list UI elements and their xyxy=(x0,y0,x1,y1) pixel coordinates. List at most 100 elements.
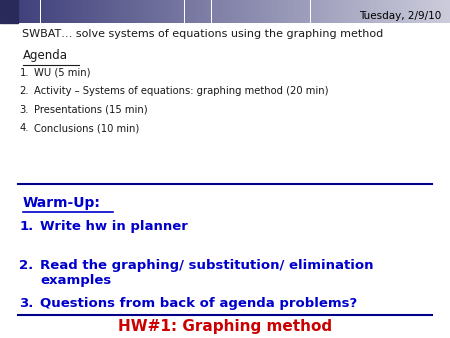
Bar xyxy=(38,0,40,23)
Bar xyxy=(94,0,97,23)
Bar xyxy=(369,0,371,23)
Bar xyxy=(115,0,117,23)
Bar xyxy=(250,0,252,23)
Text: SWBAT… solve systems of equations using the graphing method: SWBAT… solve systems of equations using … xyxy=(22,29,384,39)
Bar xyxy=(290,0,292,23)
Bar xyxy=(266,0,268,23)
Bar xyxy=(284,0,286,23)
Bar xyxy=(248,0,250,23)
Bar xyxy=(436,0,439,23)
Bar xyxy=(47,0,50,23)
Bar xyxy=(218,0,220,23)
Text: Activity – Systems of equations: graphing method (20 min): Activity – Systems of equations: graphin… xyxy=(34,86,328,96)
Bar xyxy=(342,0,344,23)
Bar xyxy=(0,0,2,23)
Bar xyxy=(124,0,126,23)
Bar xyxy=(333,0,335,23)
Bar xyxy=(371,0,374,23)
Bar xyxy=(97,0,99,23)
Bar xyxy=(344,0,346,23)
Bar xyxy=(209,0,211,23)
Bar xyxy=(358,0,360,23)
Bar xyxy=(313,0,315,23)
Bar xyxy=(328,0,331,23)
Text: 4.: 4. xyxy=(20,123,29,134)
Bar xyxy=(25,0,27,23)
Bar xyxy=(0,0,18,23)
Bar xyxy=(434,0,436,23)
Bar xyxy=(376,0,378,23)
Bar xyxy=(394,0,396,23)
Bar xyxy=(50,0,52,23)
Text: 2.: 2. xyxy=(20,86,29,96)
Bar xyxy=(160,0,162,23)
Bar xyxy=(187,0,189,23)
Bar xyxy=(414,0,416,23)
Bar xyxy=(148,0,151,23)
Text: WU (5 min): WU (5 min) xyxy=(34,68,90,78)
Bar xyxy=(169,0,171,23)
Bar xyxy=(353,0,356,23)
Bar xyxy=(52,0,54,23)
Bar xyxy=(104,0,106,23)
Bar xyxy=(162,0,164,23)
Bar xyxy=(279,0,281,23)
Bar xyxy=(448,0,450,23)
Bar xyxy=(310,0,313,23)
Bar xyxy=(418,0,421,23)
Bar xyxy=(320,0,322,23)
Bar xyxy=(385,0,387,23)
Bar xyxy=(16,0,18,23)
Bar xyxy=(274,0,277,23)
Bar xyxy=(286,0,288,23)
Bar xyxy=(288,0,290,23)
Bar xyxy=(182,0,184,23)
Bar xyxy=(86,0,88,23)
Bar xyxy=(416,0,418,23)
Bar xyxy=(364,0,367,23)
Bar xyxy=(362,0,364,23)
Bar xyxy=(205,0,207,23)
Bar xyxy=(20,0,22,23)
Bar xyxy=(396,0,398,23)
Bar xyxy=(346,0,349,23)
Bar xyxy=(4,0,7,23)
Bar xyxy=(292,0,295,23)
Bar xyxy=(374,0,376,23)
Bar xyxy=(297,0,299,23)
Text: Questions from back of agenda problems?: Questions from back of agenda problems? xyxy=(40,297,358,310)
Bar xyxy=(425,0,428,23)
Text: Read the graphing/ substitution/ elimination
examples: Read the graphing/ substitution/ elimina… xyxy=(40,259,374,287)
Bar xyxy=(90,0,92,23)
Bar xyxy=(158,0,160,23)
Bar xyxy=(243,0,245,23)
Bar xyxy=(322,0,324,23)
Text: Tuesday, 2/9/10: Tuesday, 2/9/10 xyxy=(359,11,441,21)
Bar xyxy=(407,0,410,23)
Bar xyxy=(200,0,202,23)
Bar xyxy=(83,0,86,23)
Bar xyxy=(29,0,32,23)
Text: 3.: 3. xyxy=(20,105,29,115)
Bar xyxy=(142,0,144,23)
Bar xyxy=(133,0,135,23)
Text: Agenda: Agenda xyxy=(22,49,68,62)
Bar xyxy=(11,0,13,23)
Bar xyxy=(202,0,205,23)
Bar xyxy=(119,0,122,23)
Bar xyxy=(439,0,441,23)
Text: HW#1: Graphing method: HW#1: Graphing method xyxy=(118,319,332,334)
Bar xyxy=(241,0,243,23)
Bar xyxy=(2,0,4,23)
Bar xyxy=(130,0,133,23)
Bar xyxy=(171,0,173,23)
Bar xyxy=(110,0,112,23)
Bar xyxy=(351,0,353,23)
Bar xyxy=(367,0,369,23)
Bar xyxy=(236,0,238,23)
Bar xyxy=(88,0,90,23)
Bar xyxy=(360,0,362,23)
Bar xyxy=(324,0,326,23)
Bar xyxy=(207,0,209,23)
Bar xyxy=(70,0,72,23)
